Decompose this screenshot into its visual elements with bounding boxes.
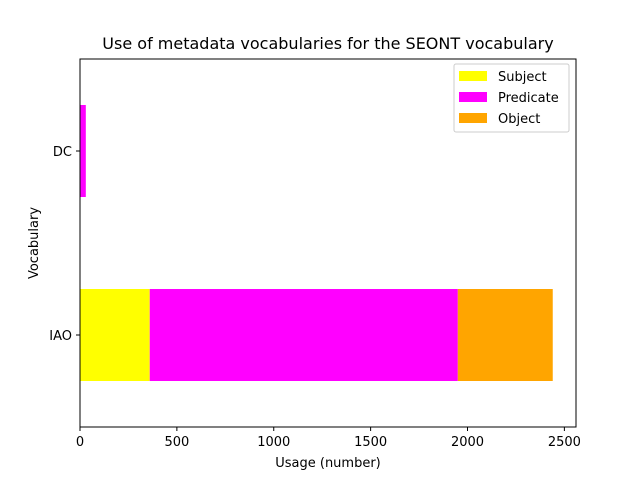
x-tick-label: 1000 [257, 435, 290, 450]
bar-dc-predicate [80, 105, 86, 197]
plot-frame [79, 58, 577, 428]
chart-title: Use of metadata vocabularies for the SEO… [102, 34, 553, 53]
bars-layer [80, 105, 553, 381]
y-tick-label: IAO [49, 329, 72, 344]
bar-iao-predicate [149, 289, 458, 381]
x-tick-label: 2500 [548, 435, 581, 450]
legend: Subject Predicate Object [453, 63, 570, 133]
x-tick-label: 2000 [451, 435, 484, 450]
legend-swatch-subject [459, 71, 487, 81]
legend-swatch-object [459, 113, 487, 123]
x-axis-label: Usage (number) [275, 456, 381, 471]
bar-iao-object [457, 289, 553, 381]
y-tick-label: DC [53, 145, 72, 160]
y-axis: IAO DC [49, 145, 80, 344]
x-tick-label: 500 [164, 435, 189, 450]
y-axis-label: Vocabulary [27, 207, 42, 279]
legend-label-object: Object [498, 112, 540, 127]
legend-label-predicate: Predicate [498, 91, 559, 106]
bar-iao-subject [80, 289, 150, 381]
x-tick-label: 0 [76, 435, 84, 450]
x-tick-label: 1500 [354, 435, 387, 450]
x-axis: 0 500 1000 1500 2000 2500 [76, 427, 581, 450]
legend-label-subject: Subject [498, 70, 547, 85]
legend-swatch-predicate [459, 92, 487, 102]
